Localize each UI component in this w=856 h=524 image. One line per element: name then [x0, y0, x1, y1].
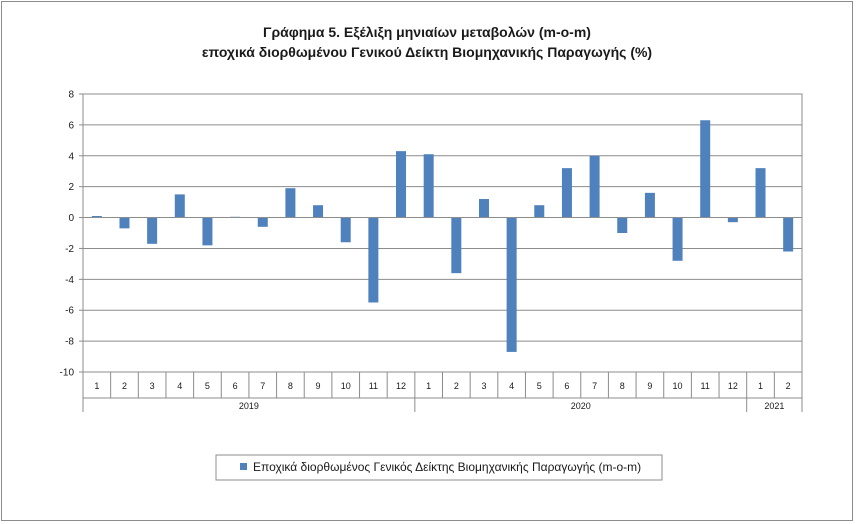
bar	[119, 217, 130, 229]
y-tick-label: -6	[65, 306, 74, 317]
legend-swatch	[240, 463, 247, 470]
x-tick-label: 6	[233, 381, 238, 391]
y-tick-label: 8	[68, 90, 74, 101]
bar	[700, 120, 711, 218]
x-tick-label: 10	[341, 381, 351, 391]
x-tick-label: 9	[316, 381, 321, 391]
x-tick-label: 2	[786, 381, 791, 391]
legend: Εποχικά διορθωμένος Γενικός Δείκτης Βιομ…	[215, 454, 663, 481]
bars	[91, 120, 794, 352]
y-tick-labels: -10 -8 -6 -4 -2 0 2 4 6 8	[60, 90, 75, 379]
bar	[147, 217, 158, 244]
x-tick-label: 8	[620, 381, 625, 391]
group-label: 2020	[571, 401, 591, 411]
y-tick-label: -8	[65, 337, 74, 348]
bar	[340, 217, 351, 243]
x-tick-label: 2	[454, 381, 459, 391]
x-tick-label: 8	[288, 381, 293, 391]
x-tick-label: 1	[758, 381, 763, 391]
x-tick-label: 6	[564, 381, 569, 391]
bar	[644, 192, 655, 218]
bar	[506, 217, 517, 352]
bar	[368, 217, 379, 303]
x-tick-label: 3	[150, 381, 155, 391]
bar	[202, 217, 213, 246]
bar	[478, 199, 489, 218]
legend-box	[215, 454, 663, 481]
x-tick-label: 1	[94, 381, 99, 391]
x-tick-label: 3	[481, 381, 486, 391]
y-tick-label: 6	[68, 120, 74, 131]
bar	[783, 217, 794, 252]
x-tick-label: 11	[701, 381, 710, 391]
x-tick-label: 12	[728, 381, 738, 391]
gridlines	[83, 93, 802, 373]
y-tick-label: -4	[65, 275, 74, 286]
x-tick-label: 11	[369, 381, 378, 391]
x-tick-label: 9	[647, 381, 652, 391]
group-label: 2021	[764, 401, 784, 411]
legend-label: Εποχικά διορθωμένος Γενικός Δείκτης Βιομ…	[253, 460, 641, 474]
y-tick-label: -10	[60, 368, 75, 379]
bar	[589, 155, 600, 218]
bar	[91, 216, 102, 218]
x-tick-label: 4	[177, 381, 182, 391]
bar	[534, 205, 545, 218]
x-tick-label: 2	[122, 381, 127, 391]
y-tick-label: 0	[68, 213, 74, 224]
x-tick-label: 5	[537, 381, 542, 391]
bar	[727, 217, 738, 223]
bar	[755, 168, 766, 218]
bar	[174, 194, 185, 218]
plot-area	[82, 93, 803, 373]
axes	[79, 93, 803, 412]
bar	[313, 205, 324, 218]
x-tick-label: 7	[592, 381, 597, 391]
bar	[617, 217, 628, 233]
x-tick-label: 4	[509, 381, 514, 391]
y-tick-label: -2	[65, 244, 74, 255]
y-tick-label: 4	[68, 151, 74, 162]
bar	[396, 151, 407, 218]
bar	[423, 154, 434, 218]
y-tick-label: 2	[68, 182, 74, 193]
x-tick-label: 7	[260, 381, 265, 391]
chart-title: Γράφημα 5. Εξέλιξη μηνιαίων μεταβολών (m…	[263, 24, 591, 40]
bar	[561, 168, 572, 218]
group-label: 2019	[239, 401, 259, 411]
bar	[257, 217, 268, 227]
x-tick-label: 12	[396, 381, 406, 391]
bar	[672, 217, 683, 261]
chart-subtitle: εποχικά διορθωμένου Γενικού Δείκτη Βιομη…	[201, 44, 653, 60]
x-tick-label: 1	[426, 381, 431, 391]
bar	[451, 217, 462, 274]
bar	[285, 188, 296, 218]
x-tick-label: 5	[205, 381, 210, 391]
x-tick-label: 10	[673, 381, 683, 391]
